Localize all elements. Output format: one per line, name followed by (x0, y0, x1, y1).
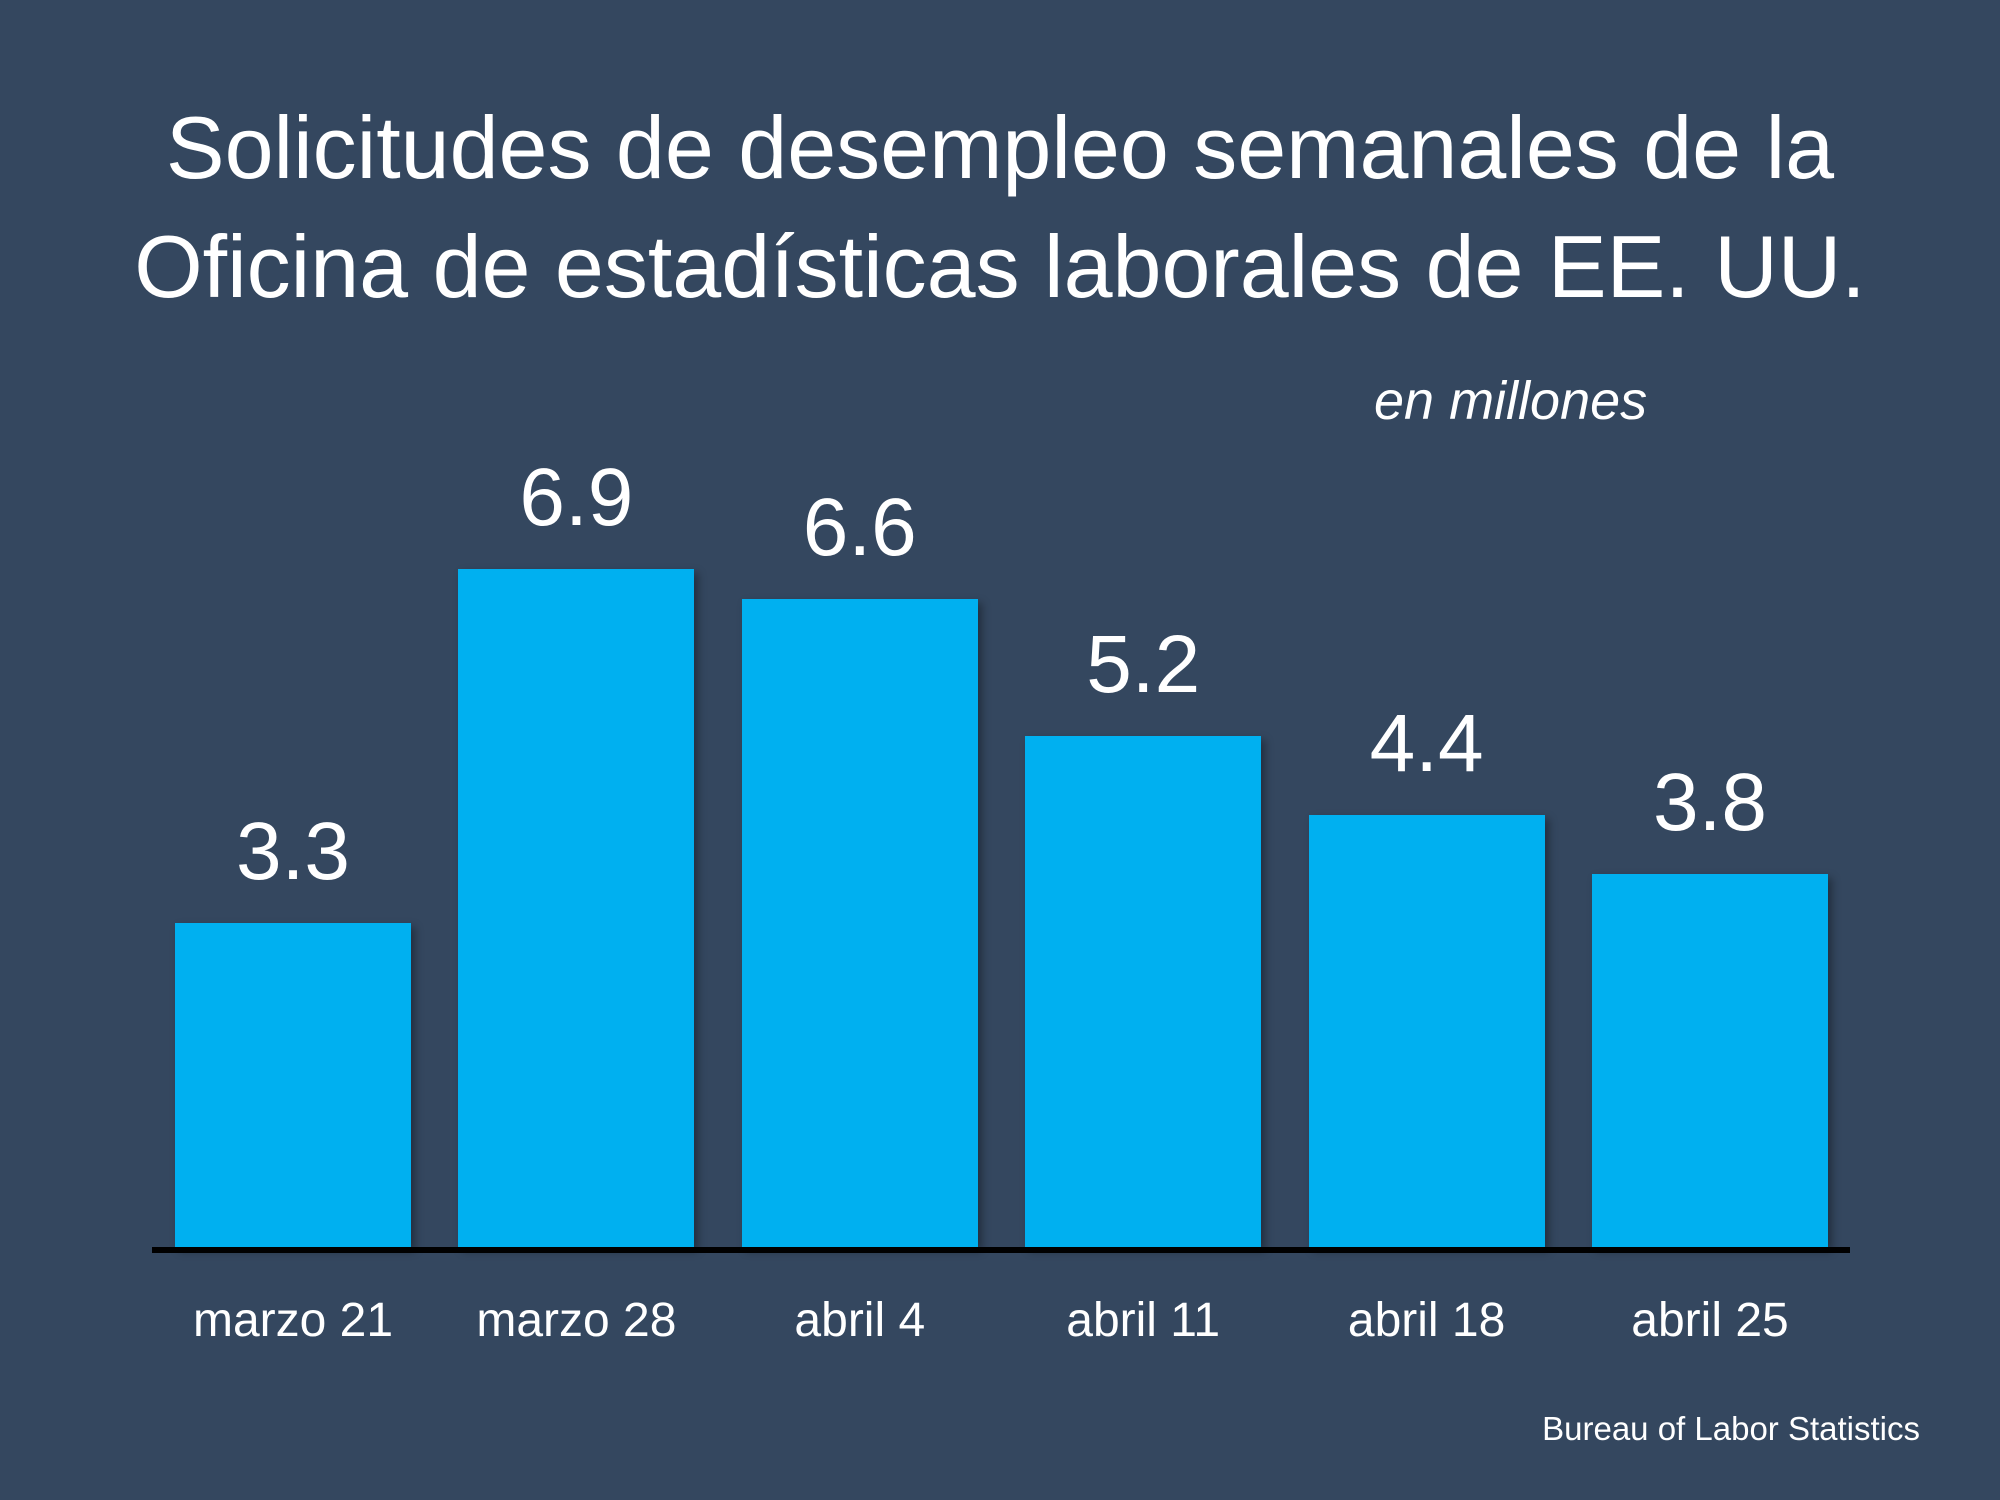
value-label-5: 4.4 (1369, 697, 1484, 789)
category-label-3: abril 4 (794, 1294, 926, 1347)
source-note: Bureau of Labor Statistics (1542, 1410, 1920, 1447)
value-label-4: 5.2 (1086, 619, 1201, 711)
bar-4 (1025, 736, 1262, 1247)
category-label-1: marzo 21 (192, 1294, 394, 1347)
bar-3 (741, 598, 978, 1247)
bar-2 (458, 569, 695, 1247)
value-label-3: 6.6 (802, 481, 917, 573)
chart-title-line-1: Solicitudes de desempleo semanales de la (165, 98, 1835, 197)
value-label-1: 3.3 (236, 805, 350, 897)
category-label-5: abril 18 (1347, 1294, 1506, 1347)
bar-1 (175, 922, 411, 1247)
chart-title-line-2: Oficina de estadísticas laborales de EE.… (134, 217, 1866, 316)
value-label-2: 6.9 (519, 452, 634, 544)
category-label-2: marzo 28 (476, 1294, 677, 1347)
value-label-6: 3.8 (1653, 756, 1767, 848)
bar-6 (1592, 873, 1828, 1247)
x-axis-line (152, 1247, 1850, 1253)
bar-5 (1308, 814, 1545, 1247)
chart-title: Solicitudes de desempleo semanales de la… (0, 88, 2000, 326)
category-label-4: abril 11 (1066, 1294, 1221, 1347)
unit-label: en millones (1374, 371, 1648, 431)
category-label-6: abril 25 (1631, 1294, 1789, 1347)
